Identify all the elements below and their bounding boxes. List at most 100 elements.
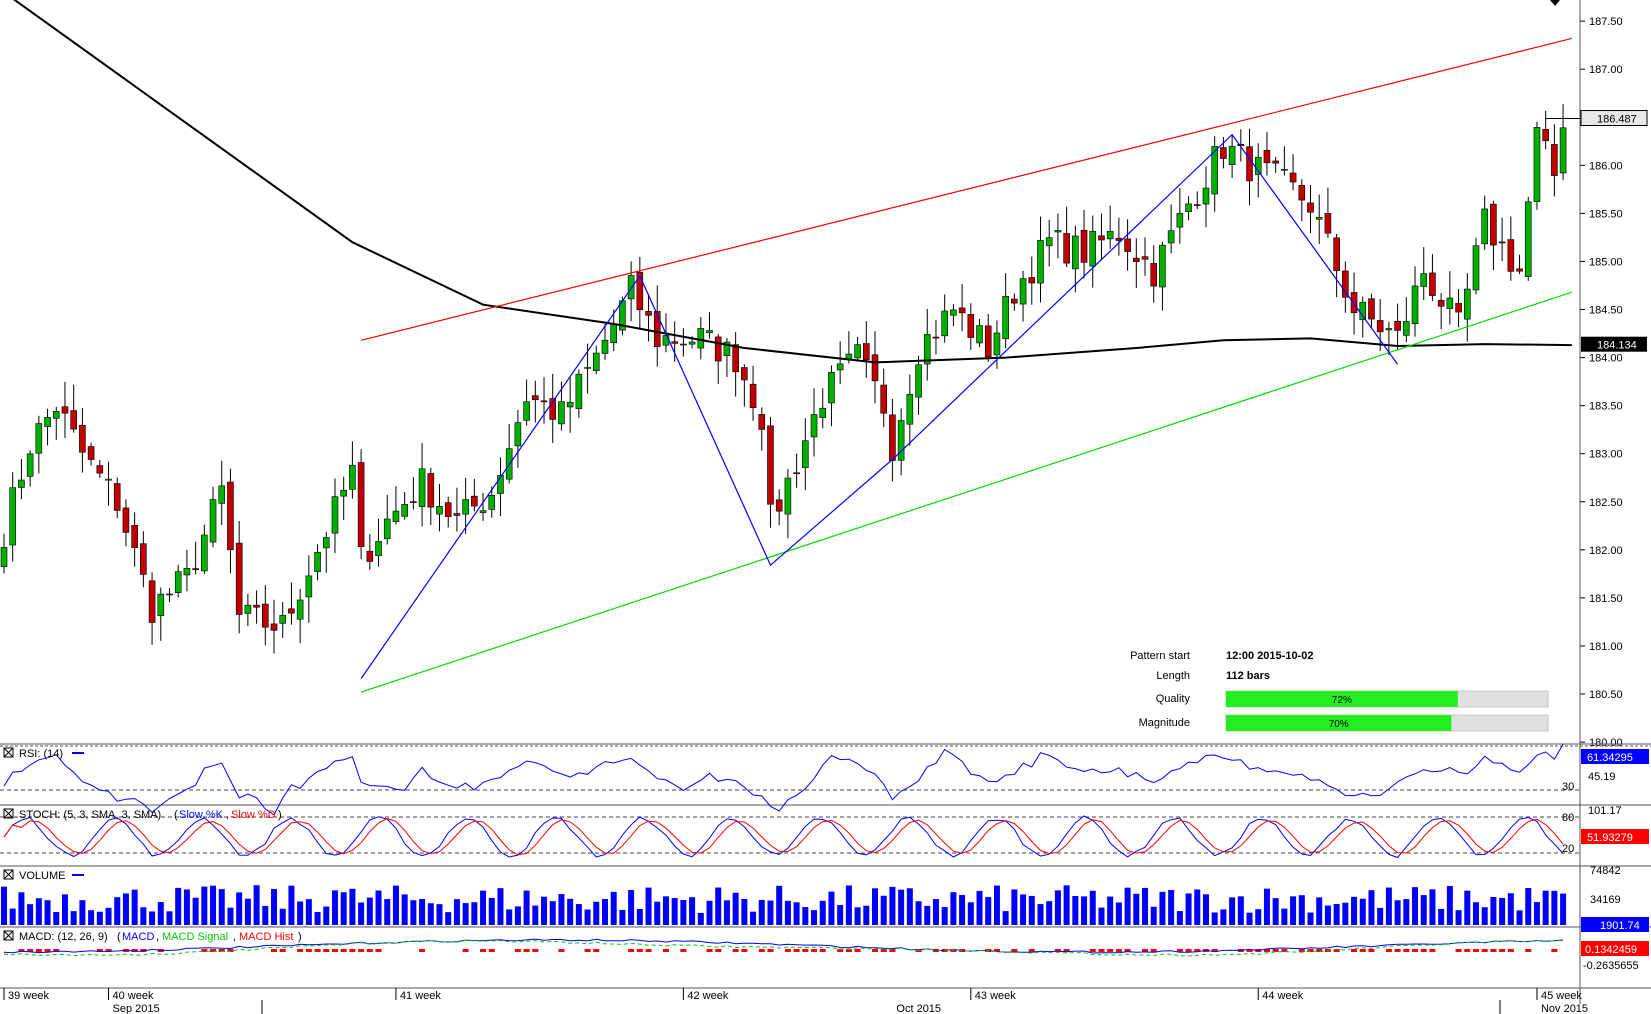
candle-down bbox=[1289, 172, 1297, 183]
volume-bar bbox=[1037, 904, 1044, 925]
candle-up bbox=[218, 485, 226, 504]
volume-bar bbox=[1202, 894, 1209, 925]
volume-bar bbox=[323, 906, 330, 925]
macd-hist-bar bbox=[1211, 949, 1218, 952]
macd-hist-bar bbox=[1472, 949, 1479, 952]
candle-down bbox=[87, 446, 95, 460]
volume-bar bbox=[837, 905, 844, 925]
macd-hist-bar bbox=[584, 949, 591, 952]
volume-bar bbox=[471, 902, 478, 925]
volume-bar bbox=[863, 905, 870, 925]
volume-close-icon[interactable] bbox=[3, 869, 14, 880]
macd-hist-bar bbox=[767, 949, 774, 952]
macd-hist-bar bbox=[131, 949, 138, 952]
candle-down bbox=[1141, 256, 1149, 260]
macd-close-icon[interactable] bbox=[3, 930, 14, 941]
macd-hist-bar bbox=[349, 949, 356, 952]
macd-hist-bar bbox=[210, 949, 217, 952]
volume-bars bbox=[1, 885, 1567, 925]
candle-up bbox=[802, 440, 809, 468]
price-tick-label: 183.00 bbox=[1589, 449, 1623, 461]
macd-hist-bar bbox=[1194, 949, 1201, 952]
volume-bar bbox=[1159, 891, 1166, 925]
macd-hist-bar bbox=[1272, 949, 1279, 952]
macd-hist-bar bbox=[227, 949, 234, 952]
stoch-paren-open: ( bbox=[174, 809, 178, 821]
candle-down bbox=[1507, 239, 1515, 272]
volume-bar bbox=[262, 905, 269, 925]
macd-hist-bar bbox=[837, 949, 844, 952]
candle-up bbox=[575, 373, 583, 409]
volume-bar bbox=[1046, 901, 1053, 925]
macd-hist-bar bbox=[323, 949, 330, 952]
volume-bar bbox=[959, 895, 966, 925]
macd-hist-bar bbox=[1420, 949, 1427, 952]
candle-up bbox=[1072, 235, 1079, 270]
candle-up bbox=[35, 423, 43, 454]
candle-up bbox=[418, 468, 426, 507]
price-tick-label: 187.50 bbox=[1589, 16, 1623, 28]
candle-up bbox=[1281, 168, 1288, 171]
macd-hist-bar bbox=[105, 949, 112, 952]
candle-down bbox=[253, 604, 260, 608]
candle-up bbox=[209, 499, 217, 543]
candle-down bbox=[1490, 203, 1497, 246]
candle-up bbox=[1211, 146, 1218, 195]
macd-hist-bar bbox=[201, 949, 208, 952]
volume-bar bbox=[741, 899, 748, 925]
volume-bar bbox=[819, 900, 826, 925]
macd-hist-bar bbox=[462, 949, 469, 952]
macd-hist-bar bbox=[532, 949, 539, 952]
volume-bar bbox=[1490, 897, 1497, 925]
candle-down bbox=[288, 608, 295, 614]
candle-up bbox=[157, 593, 165, 616]
volume-bar bbox=[767, 900, 774, 925]
macd-hist-bar bbox=[1429, 949, 1436, 952]
macd-hist-bar bbox=[96, 949, 103, 952]
macd-hist-bar bbox=[706, 949, 713, 952]
volume-bar bbox=[1359, 898, 1366, 925]
macd-hist-bar bbox=[628, 949, 635, 952]
volume-bar bbox=[88, 910, 95, 925]
scroll-marker-icon[interactable] bbox=[1550, 0, 1560, 6]
candle-up bbox=[331, 496, 339, 534]
candle-down bbox=[1098, 235, 1105, 241]
volume-bar bbox=[697, 912, 704, 925]
volume-bar bbox=[985, 897, 992, 925]
stoch-current-value: 51.93279 bbox=[1587, 832, 1633, 844]
stoch-legend-sep: , bbox=[226, 809, 229, 821]
volume-bar bbox=[488, 897, 495, 925]
volume-bar bbox=[480, 890, 487, 925]
volume-bar bbox=[140, 907, 147, 925]
macd-hist-bar bbox=[1499, 949, 1506, 952]
stoch-close-icon[interactable] bbox=[3, 808, 14, 819]
volume-bar bbox=[523, 890, 530, 925]
week-label: 42 week bbox=[687, 990, 728, 1002]
rsi-close-icon[interactable] bbox=[3, 747, 14, 758]
candle-down bbox=[880, 384, 888, 414]
stoch-paren-close: ) bbox=[278, 809, 282, 821]
candle-up bbox=[993, 332, 1001, 356]
volume-bar bbox=[1429, 889, 1436, 925]
week-label: 39 week bbox=[8, 990, 49, 1002]
volume-bar bbox=[1272, 898, 1279, 925]
volume-bar bbox=[1351, 896, 1358, 925]
candle-up bbox=[392, 510, 400, 523]
volume-bar bbox=[210, 885, 217, 925]
volume-bar bbox=[750, 911, 757, 925]
candle-up bbox=[688, 341, 696, 345]
volume-bar bbox=[1333, 903, 1340, 925]
volume-bar bbox=[706, 900, 713, 925]
candle-down bbox=[532, 395, 539, 401]
month-label: Nov 2015 bbox=[1541, 1003, 1588, 1014]
macd-hist-bar bbox=[811, 949, 818, 952]
volume-bar bbox=[1211, 912, 1218, 925]
candle-down bbox=[1516, 268, 1523, 272]
volume-bar bbox=[18, 892, 25, 925]
volume-bar bbox=[924, 905, 931, 925]
volume-bar bbox=[601, 899, 608, 925]
volume-bar bbox=[35, 898, 42, 925]
volume-bar bbox=[1028, 895, 1035, 925]
rsi-current-badge bbox=[1581, 749, 1649, 764]
